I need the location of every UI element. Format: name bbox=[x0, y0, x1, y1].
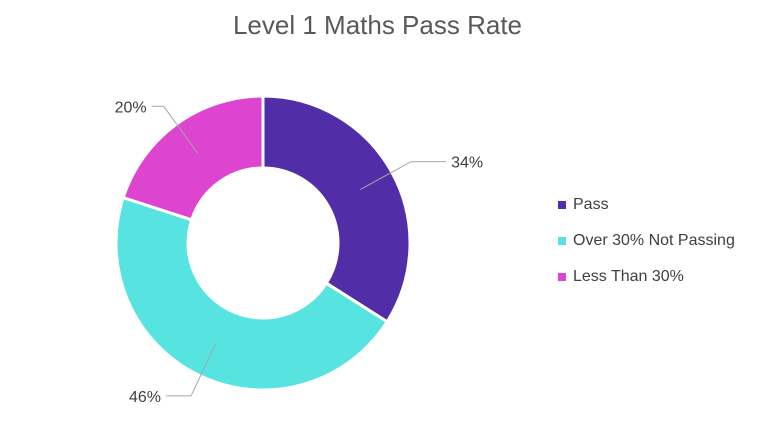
leader-line bbox=[166, 343, 217, 397]
legend: Pass Over 30% Not Passing Less Than 30% bbox=[558, 196, 735, 304]
donut-slice-less-than-30 bbox=[121, 94, 265, 222]
legend-swatch bbox=[558, 237, 566, 245]
donut-slice-pass bbox=[261, 94, 412, 324]
leader-line bbox=[151, 105, 199, 154]
legend-item-over-30-not-passing: Over 30% Not Passing bbox=[558, 232, 735, 250]
donut-slice-over-30-not-passing bbox=[114, 196, 389, 392]
legend-swatch bbox=[558, 201, 566, 209]
legend-item-less-than-30: Less Than 30% bbox=[558, 268, 735, 286]
legend-label: Less Than 30% bbox=[573, 268, 684, 285]
leader-line bbox=[360, 161, 447, 190]
data-label: 34% bbox=[451, 155, 483, 172]
legend-label: Pass bbox=[573, 196, 609, 213]
legend-swatch bbox=[558, 273, 566, 281]
data-label: 20% bbox=[115, 99, 147, 116]
chart-title: Level 1 Maths Pass Rate bbox=[232, 10, 523, 40]
legend-label: Over 30% Not Passing bbox=[573, 232, 735, 249]
legend-item-pass: Pass bbox=[558, 196, 735, 214]
data-label: 46% bbox=[129, 389, 161, 406]
